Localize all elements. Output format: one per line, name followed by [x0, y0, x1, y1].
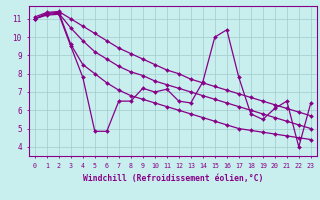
X-axis label: Windchill (Refroidissement éolien,°C): Windchill (Refroidissement éolien,°C)	[83, 174, 263, 184]
